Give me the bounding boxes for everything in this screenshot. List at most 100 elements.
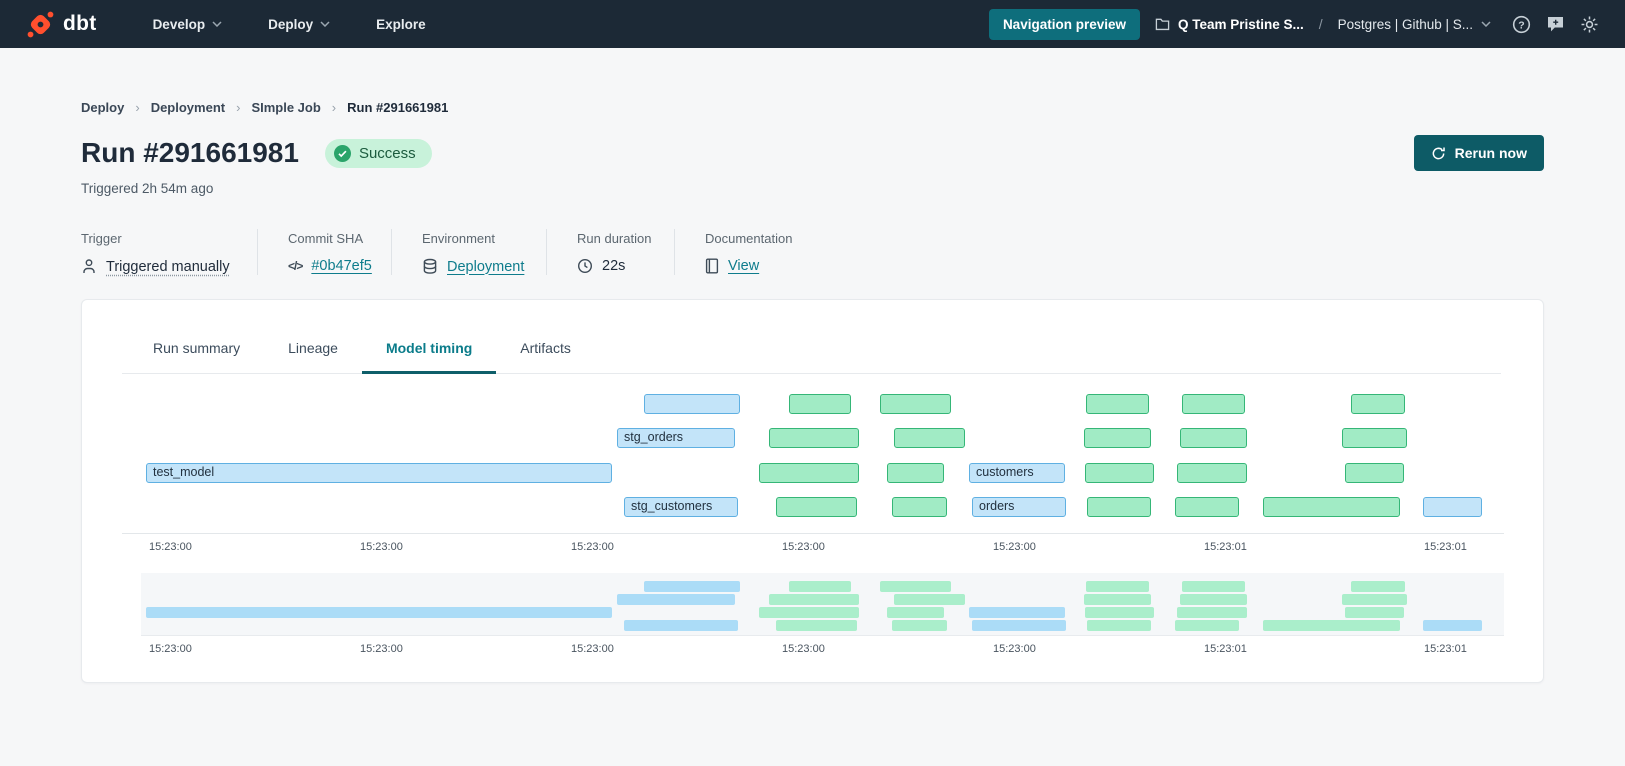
- timing-bar[interactable]: [1345, 463, 1404, 483]
- axis-tick-label: 15:23:00: [993, 643, 1036, 655]
- triggered-timestamp: Triggered 2h 54m ago: [81, 181, 214, 196]
- timing-bar[interactable]: [1423, 497, 1482, 517]
- documentation-link[interactable]: View: [728, 258, 760, 274]
- tab-model-timing[interactable]: Model timing: [361, 300, 497, 374]
- timing-bar-mini: [789, 581, 851, 592]
- breadcrumb-deployment[interactable]: Deployment: [150, 100, 226, 115]
- timing-bar-mini: [1423, 620, 1482, 631]
- timing-bar-mini: [894, 594, 965, 605]
- timing-bar[interactable]: [1342, 428, 1407, 448]
- timing-bar[interactable]: [769, 428, 859, 448]
- feedback-icon[interactable]: [1546, 15, 1565, 33]
- axis-tick-label: 15:23:00: [571, 643, 614, 655]
- timing-bar[interactable]: [1084, 428, 1151, 448]
- timing-bar[interactable]: [776, 497, 857, 517]
- run-metadata: Trigger Triggered manually Commit SHA </…: [81, 229, 1544, 275]
- timing-bar[interactable]: [1086, 394, 1149, 414]
- timing-bar[interactable]: [1087, 497, 1151, 517]
- overview-time-axis: 15:23:00 15:23:00 15:23:00 15:23:00 15:23:00…: [141, 641, 1504, 658]
- timing-bar[interactable]: [894, 428, 965, 448]
- check-circle-icon: [333, 144, 351, 162]
- stg_orders-bar[interactable]: stg_orders: [617, 428, 735, 448]
- folder-icon: [1155, 17, 1170, 31]
- timing-bar-mini: [1175, 620, 1239, 631]
- gantt-main-canvas: stg_orders test_model customers stg_custome…: [141, 387, 1504, 533]
- project-selector[interactable]: Postgres | Github | S...: [1338, 17, 1491, 32]
- stg_customers-bar[interactable]: stg_customers: [624, 497, 738, 517]
- breadcrumb-separator: ›: [331, 100, 337, 115]
- timing-bar-mini: [1345, 607, 1404, 618]
- chevron-down-icon: [320, 21, 330, 27]
- code-icon: </>: [288, 259, 303, 273]
- timing-bar-mini: [1263, 620, 1400, 631]
- customers-bar[interactable]: customers: [969, 463, 1065, 483]
- timing-bar[interactable]: [1177, 463, 1247, 483]
- meta-commit-sha: Commit SHA </> #0b47ef5: [257, 229, 391, 275]
- nav-item-develop[interactable]: Develop: [153, 17, 223, 32]
- nav-item-deploy[interactable]: Deploy: [268, 17, 330, 32]
- timing-bar[interactable]: [1351, 394, 1405, 414]
- breadcrumb-job[interactable]: SImple Job: [251, 100, 321, 115]
- timing-bar[interactable]: [759, 463, 859, 483]
- doc-icon: [705, 258, 719, 274]
- orders-bar-mini: [972, 620, 1066, 631]
- project-name: Postgres | Github | S...: [1337, 16, 1473, 32]
- timing-bar[interactable]: [1085, 463, 1154, 483]
- timing-bar-mini: [769, 594, 859, 605]
- status-badge: Success: [324, 138, 432, 168]
- timing-bar[interactable]: [880, 394, 951, 414]
- account-selector[interactable]: Q Team Pristine S...: [1155, 17, 1304, 32]
- brand-name: dbt: [63, 12, 97, 35]
- timing-bar-mini: [1342, 594, 1407, 605]
- clock-icon: [577, 258, 593, 274]
- trigger-value: Triggered manually: [106, 258, 230, 275]
- refresh-icon: [1431, 146, 1446, 161]
- tab-lineage[interactable]: Lineage: [288, 340, 338, 356]
- timing-bar[interactable]: [887, 463, 944, 483]
- nav-item-explore[interactable]: Explore: [376, 16, 426, 32]
- rerun-now-button[interactable]: Rerun now: [1413, 135, 1544, 171]
- breadcrumb-deploy[interactable]: Deploy: [81, 100, 125, 115]
- timing-bar-mini: [1085, 607, 1154, 618]
- axis-tick-label: 15:23:00: [782, 541, 825, 553]
- timing-bar-mini: [1087, 620, 1151, 631]
- chevron-down-icon: [1481, 21, 1491, 27]
- timing-bar[interactable]: [1182, 394, 1245, 414]
- help-icon[interactable]: ?: [1512, 15, 1531, 34]
- test_model-bar[interactable]: test_model: [146, 463, 612, 483]
- database-icon: [422, 258, 438, 275]
- chevron-down-icon: [212, 21, 222, 27]
- axis-tick-label: 15:23:00: [149, 643, 192, 655]
- tab-run-summary[interactable]: Run summary: [153, 340, 241, 356]
- environment-link[interactable]: Deployment: [447, 258, 525, 275]
- timing-bar[interactable]: [644, 394, 740, 414]
- timing-bar-mini: [880, 581, 951, 592]
- timing-bar[interactable]: [892, 497, 947, 517]
- run-detail-card: Run summary Lineage Model timing Artifac…: [81, 299, 1544, 683]
- timing-bar-mini: [759, 607, 859, 618]
- breadcrumb-separator: ›: [236, 100, 241, 115]
- dbt-logo-icon: [26, 10, 55, 39]
- commit-sha-link[interactable]: #0b47ef5: [311, 258, 372, 274]
- tab-artifacts[interactable]: Artifacts: [520, 340, 571, 356]
- orders-bar[interactable]: orders: [972, 497, 1066, 517]
- timing-bar-mini: [1180, 594, 1247, 605]
- breadcrumb-separator: ›: [135, 100, 140, 115]
- gantt-overview-brush[interactable]: [141, 573, 1504, 636]
- dbt-logo[interactable]: dbt: [26, 10, 97, 39]
- navigation-preview-button[interactable]: Navigation preview: [988, 8, 1140, 40]
- timing-bar[interactable]: [1175, 497, 1239, 517]
- stg_orders-bar-mini: [617, 594, 735, 605]
- gantt-time-axis: 15:23:00 15:23:00 15:23:00 15:23:00 15:23:00…: [141, 539, 1504, 556]
- timing-bar[interactable]: [1180, 428, 1247, 448]
- timing-bar[interactable]: [789, 394, 851, 414]
- page-title: Run #291661981: [81, 137, 299, 168]
- top-nav: dbt Develop Deploy Explore Navigation pr…: [0, 0, 1625, 48]
- meta-documentation: Documentation View: [674, 229, 792, 275]
- timing-bar-mini: [776, 620, 857, 631]
- path-separator: /: [1318, 16, 1323, 32]
- axis-tick-label: 15:23:00: [571, 541, 614, 553]
- timing-bar[interactable]: [1263, 497, 1400, 517]
- axis-separator: [122, 533, 1504, 534]
- gear-icon[interactable]: [1580, 15, 1599, 34]
